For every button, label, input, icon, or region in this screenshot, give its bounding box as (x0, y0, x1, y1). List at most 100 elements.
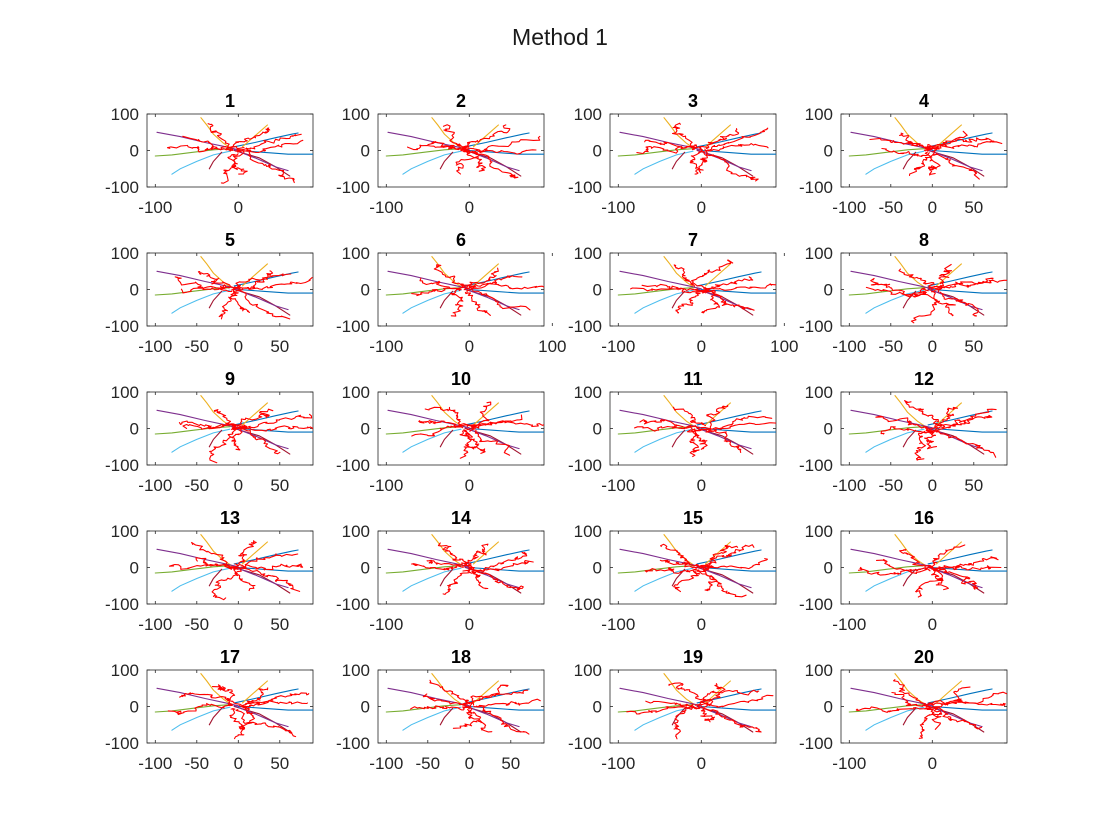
y-tick-label: 0 (593, 559, 602, 578)
reference-curve (865, 289, 925, 314)
axes-box (146, 669, 314, 744)
noisy-trajectory (422, 693, 469, 707)
noisy-trajectory (174, 276, 233, 293)
x-tick-label: 50 (270, 337, 289, 356)
noisy-trajectory (410, 705, 470, 711)
noisy-trajectory (706, 143, 769, 152)
noisy-trajectory (167, 702, 233, 716)
x-tick-label: -50 (416, 754, 441, 773)
noisy-trajectory (474, 551, 528, 573)
noisy-trajectory (240, 413, 313, 429)
reference-curve (171, 706, 231, 731)
x-tick-label: -100 (138, 754, 172, 773)
reference-curve (619, 270, 702, 290)
x-tick-label: -50 (879, 476, 904, 495)
reference-curve (464, 549, 530, 565)
noisy-trajectory (238, 540, 257, 569)
x-tick-label: 50 (270, 754, 289, 773)
noisy-trajectory (228, 290, 251, 313)
axes-box (840, 530, 1008, 605)
y-tick-label: 100 (805, 661, 833, 680)
noisy-trajectory (626, 705, 696, 715)
noisy-trajectory (675, 288, 701, 314)
y-tick-label: 0 (593, 142, 602, 161)
subplot-title: 13 (220, 508, 240, 528)
reference-curve (439, 290, 454, 309)
noisy-trajectory (908, 151, 933, 177)
noisy-trajectory (924, 544, 966, 570)
noisy-trajectory (466, 705, 493, 733)
noisy-trajectory (644, 567, 700, 574)
subplot-title: 14 (451, 508, 471, 528)
subplot-title: 8 (919, 230, 929, 250)
noisy-trajectory (690, 259, 734, 287)
reference-curve (700, 705, 776, 711)
reference-curve (700, 566, 776, 572)
x-tick-label: -50 (879, 337, 904, 356)
subplot-traces (617, 534, 776, 598)
y-tick-label: 0 (130, 698, 139, 717)
noisy-trajectory (213, 409, 238, 430)
reference-curve (233, 132, 299, 148)
reference-curve (634, 289, 694, 314)
subplot-title: 5 (225, 230, 235, 250)
reference-curve (619, 548, 702, 568)
y-tick-label: -100 (568, 456, 602, 475)
reference-curve (663, 256, 696, 289)
noisy-trajectory (930, 263, 953, 291)
reference-curve (850, 270, 933, 290)
subplot-title: 18 (451, 647, 471, 667)
y-tick-label: 0 (593, 281, 602, 300)
x-tick-label: 0 (465, 198, 474, 217)
subplot-title: 7 (688, 230, 698, 250)
noisy-trajectory (462, 689, 529, 709)
noisy-trajectory (244, 692, 310, 706)
reference-curve (241, 680, 268, 704)
subplot: 15 -100 0 100 -100 0 (568, 508, 777, 634)
reference-curve (208, 151, 223, 170)
noisy-trajectory (437, 542, 472, 565)
x-tick-label: -100 (369, 615, 403, 634)
y-tick-label: 0 (361, 559, 370, 578)
reference-curve (865, 150, 925, 175)
noisy-trajectory (689, 146, 704, 174)
subplot-title: 6 (456, 230, 466, 250)
y-tick-label: 0 (824, 281, 833, 300)
noisy-trajectory (235, 273, 292, 292)
reference-curve (848, 148, 925, 157)
noisy-trajectory (935, 691, 1007, 708)
reference-curve (634, 706, 694, 731)
reference-curve (865, 428, 925, 453)
noisy-trajectory (229, 424, 247, 451)
reference-curve (865, 567, 925, 592)
subplot-traces (385, 395, 544, 459)
reference-curve (431, 534, 464, 567)
x-tick-label: 0 (928, 337, 937, 356)
noisy-trajectory (639, 418, 698, 432)
y-tick-label: 100 (574, 383, 602, 402)
reference-curve (927, 688, 993, 704)
x-tick-label: -100 (369, 476, 403, 495)
reference-curve (671, 290, 686, 309)
reference-curve (671, 429, 686, 448)
noisy-trajectory (704, 148, 759, 182)
reference-curve (472, 680, 499, 704)
noisy-trajectory (701, 289, 721, 314)
subplot: 2 -100 0 100 -100 0 (336, 91, 545, 217)
noisy-trajectory (660, 543, 710, 571)
noisy-trajectory (411, 284, 477, 297)
reference-curve (931, 427, 1007, 433)
x-tick-label: 0 (234, 198, 243, 217)
y-tick-label: -100 (336, 178, 370, 197)
noisy-trajectory (898, 268, 935, 289)
x-tick-label: -50 (185, 337, 210, 356)
noisy-trajectory (476, 698, 541, 708)
figure-title: Method 1 (512, 24, 608, 50)
noisy-trajectory (700, 705, 762, 733)
noisy-trajectory (235, 133, 302, 152)
y-tick-label: 0 (593, 698, 602, 717)
reference-curve (935, 402, 962, 426)
y-tick-label: -100 (568, 317, 602, 336)
y-tick-label: 0 (824, 698, 833, 717)
